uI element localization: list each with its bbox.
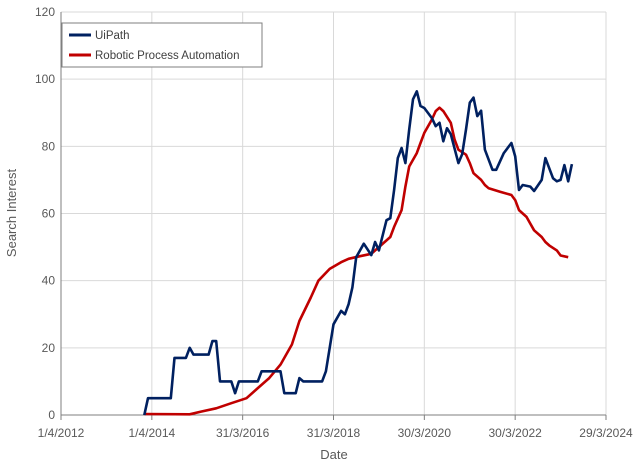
- y-tick-label: 60: [42, 207, 56, 221]
- y-tick-label: 80: [42, 139, 56, 153]
- x-tick-label: 1/4/2014: [128, 426, 175, 440]
- y-tick-label: 100: [35, 72, 55, 86]
- series-line-rpa: [144, 106, 569, 416]
- y-tick-labels: 0 20 40 60 80 100 120: [35, 5, 55, 422]
- x-tick-label: 1/4/2012: [38, 426, 85, 440]
- y-axis-label: Search Interest: [4, 169, 19, 258]
- y-tick-label: 20: [42, 341, 56, 355]
- y-tick-label: 120: [35, 5, 55, 19]
- series-line-uipath: [143, 90, 574, 416]
- x-tick-label: 31/3/2016: [216, 426, 270, 440]
- legend: UiPath Robotic Process Automation: [61, 22, 263, 68]
- x-tick-labels: 1/4/2012 1/4/2014 31/3/2016 31/3/2018 30/3/2…: [38, 426, 633, 440]
- x-axis-label: Date: [320, 447, 347, 462]
- legend-label-rpa: Robotic Process Automation: [95, 50, 239, 62]
- x-tick-label: 31/3/2018: [307, 426, 361, 440]
- legend-box: [61, 22, 263, 68]
- y-tick-label: 0: [48, 408, 55, 422]
- series-lines: [143, 90, 574, 416]
- x-tick-label: 30/3/2020: [398, 426, 452, 440]
- x-tick-label: 29/3/2024: [579, 426, 633, 440]
- y-tick-label: 40: [42, 274, 56, 288]
- legend-label-uipath: UiPath: [95, 30, 130, 42]
- x-tick-label: 30/3/2022: [488, 426, 542, 440]
